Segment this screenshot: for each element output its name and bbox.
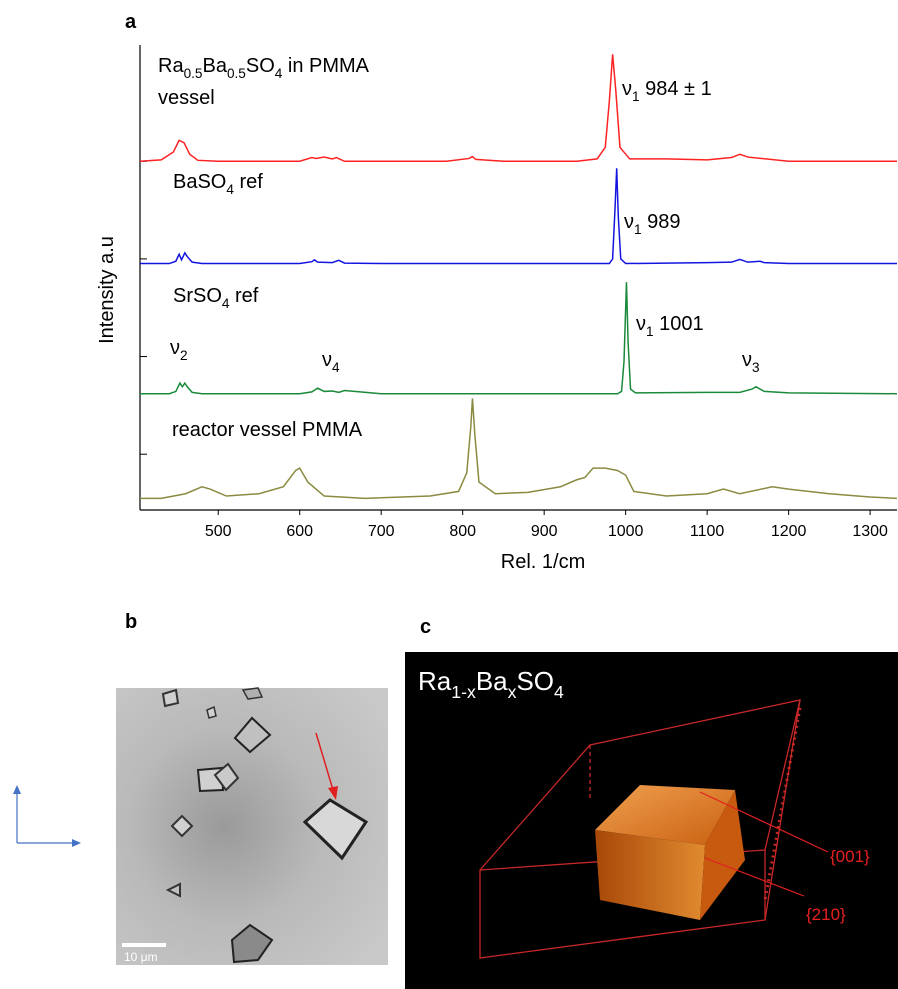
- arrow-head: [13, 785, 21, 794]
- face-label: {210}: [806, 905, 846, 924]
- text-part: Ba: [476, 666, 508, 696]
- annotation: vessel: [158, 87, 215, 109]
- text-part: 1-x: [451, 682, 476, 702]
- panel-label: c: [420, 616, 431, 638]
- text-part: 1: [646, 324, 654, 339]
- text-part: 0.5: [227, 66, 246, 81]
- text-part: 1001: [654, 313, 704, 335]
- text-part: SrSO: [173, 285, 222, 307]
- face-label: {001}: [830, 847, 870, 866]
- text-part: ν: [624, 211, 634, 233]
- text-part: ref: [229, 285, 258, 307]
- text-part: 984 ± 1: [640, 78, 712, 100]
- annotation: ν1 989: [624, 211, 681, 237]
- text-part: reactor vessel PMMA: [172, 419, 363, 441]
- x-tick-label: 1000: [608, 523, 644, 540]
- x-tick-label: 1100: [690, 523, 725, 540]
- text-part: 2: [180, 348, 188, 363]
- text-part: in PMMA: [282, 55, 369, 77]
- x-tick-label: 1200: [771, 523, 807, 540]
- spectrum-line: [140, 398, 897, 498]
- x-tick-label: 1300: [852, 523, 888, 540]
- text-part: Ba: [202, 55, 227, 77]
- annotation: ν3: [742, 349, 760, 375]
- text-part: SO: [246, 55, 275, 77]
- annotation: Ra0.5Ba0.5SO4 in PMMA: [158, 55, 370, 81]
- annotation: ν1 984 ± 1: [622, 78, 712, 104]
- x-tick-label: 900: [531, 523, 558, 540]
- text-part: Ra: [418, 666, 452, 696]
- text-part: ν: [622, 78, 632, 100]
- annotation: BaSO4 ref: [173, 171, 263, 197]
- annotation: ν4: [322, 349, 340, 375]
- text-part: BaSO: [173, 171, 226, 193]
- scale-bar-label: 10 μm: [124, 950, 158, 964]
- text-part: 989: [642, 211, 681, 233]
- x-tick-label: 600: [286, 523, 313, 540]
- micrograph-panel: b 10 μm: [13, 611, 388, 965]
- text-part: vessel: [158, 87, 215, 109]
- crystal: [163, 690, 178, 706]
- arrow-head: [72, 839, 81, 847]
- annotation: ν1 1001: [636, 313, 704, 339]
- annotation: ν2: [170, 337, 188, 363]
- x-tick-label: 700: [368, 523, 395, 540]
- text-part: 0.5: [184, 66, 203, 81]
- text-part: 3: [752, 360, 760, 375]
- text-part: 1: [632, 89, 640, 104]
- text-part: Ra: [158, 55, 184, 77]
- text-part: ν: [742, 349, 752, 371]
- y-axis-title: Intensity a.u: [96, 236, 118, 344]
- text-part: ref: [234, 171, 263, 193]
- text-part: 4: [554, 682, 564, 702]
- text-part: 1: [634, 222, 642, 237]
- panel-label: b: [125, 611, 137, 633]
- annotation: reactor vessel PMMA: [172, 419, 363, 441]
- text-part: ν: [170, 337, 180, 359]
- text-part: ν: [322, 349, 332, 371]
- x-tick-label: 500: [205, 523, 232, 540]
- x-axis-title: Rel. 1/cm: [501, 551, 585, 573]
- text-part: x: [508, 682, 517, 702]
- panel-label: a: [125, 11, 137, 33]
- text-part: SO: [516, 666, 554, 696]
- text-part: 4: [332, 360, 340, 375]
- figure: a Intensity a.u Rel. 1/cm b 10 μm c: [0, 0, 898, 989]
- annotation: SrSO4 ref: [173, 285, 259, 311]
- x-tick-label: 800: [449, 523, 476, 540]
- text-part: ν: [636, 313, 646, 335]
- crystal: [207, 707, 216, 718]
